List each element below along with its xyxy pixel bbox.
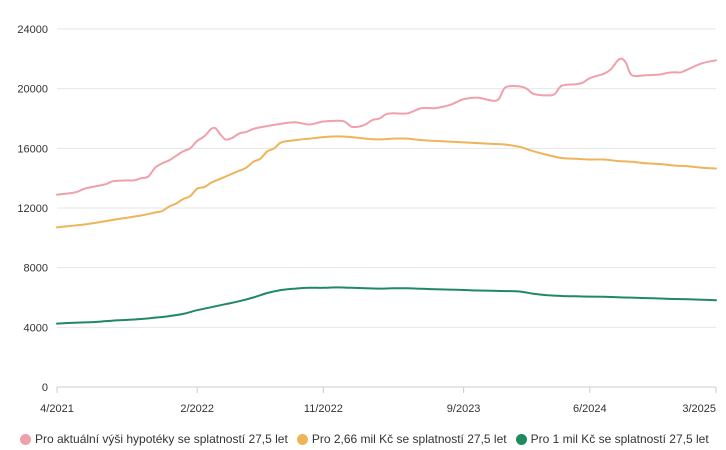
legend-label-1-mil: Pro 1 mil Kč se splatností 27,5 let xyxy=(530,432,709,446)
legend-item-2-66-mil[interactable]: Pro 2,66 mil Kč se splatností 27,5 let xyxy=(296,432,507,446)
series-lines xyxy=(56,57,717,325)
x-tick-label-1: 2/2022 xyxy=(180,403,214,415)
y-tick-label-8000: 8000 xyxy=(24,263,48,275)
y-tick-label-12000: 12000 xyxy=(17,203,48,215)
series-line-2-66-mil[interactable] xyxy=(56,135,717,229)
y-tick-label-4000: 4000 xyxy=(24,322,48,334)
x-axis xyxy=(56,386,717,393)
legend-item-1-mil[interactable]: Pro 1 mil Kč se splatností 27,5 let xyxy=(515,432,709,446)
y-tick-label-16000: 16000 xyxy=(17,143,48,155)
y-tick-label-0: 0 xyxy=(42,382,48,394)
x-tick-label-3: 9/2023 xyxy=(447,403,481,415)
x-tick-label-4: 6/2024 xyxy=(573,403,607,415)
x-tick-label-5: 3/2025 xyxy=(682,403,716,415)
legend-marker-2-66-mil xyxy=(296,433,308,445)
x-tick-label-2: 11/2022 xyxy=(304,403,343,415)
legend-marker-current-mortgage xyxy=(20,433,31,445)
chart-legend: Pro aktuální výši hypotéky se splatností… xyxy=(20,432,718,446)
legend-marker-1-mil xyxy=(515,433,527,445)
legend-label-current-mortgage: Pro aktuální výši hypotéky se splatností… xyxy=(35,432,288,446)
y-tick-label-20000: 20000 xyxy=(17,84,48,96)
series-line-current-mortgage[interactable] xyxy=(56,57,717,196)
series-line-1-mil[interactable] xyxy=(56,286,717,325)
legend-label-2-66-mil: Pro 2,66 mil Kč se splatností 27,5 let xyxy=(311,432,507,446)
y-tick-label-24000: 24000 xyxy=(17,24,48,36)
x-axis-tick-labels: 4/2021 2/2022 11/2022 9/2023 6/2024 3/2025 xyxy=(40,403,716,415)
legend-item-current-mortgage[interactable]: Pro aktuální výši hypotéky se splatností… xyxy=(20,432,288,446)
grid-lines xyxy=(57,28,716,328)
y-axis-tick-labels: 0 4000 8000 12000 16000 20000 24000 xyxy=(17,24,48,394)
x-tick-label-0: 4/2021 xyxy=(40,403,74,415)
